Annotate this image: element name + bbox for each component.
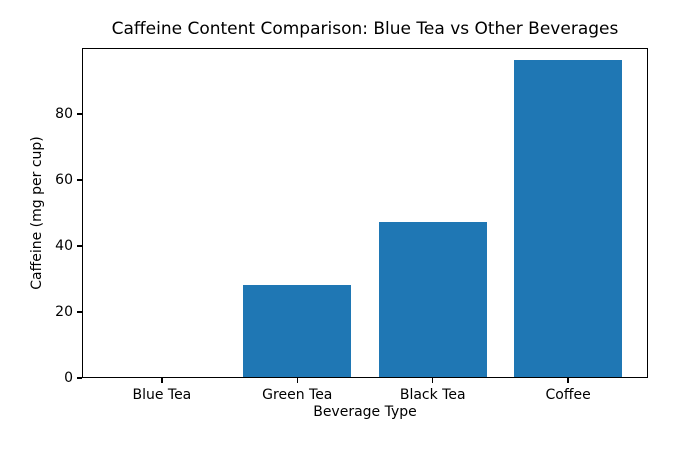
x-tick-mark bbox=[431, 378, 434, 383]
y-tick-mark bbox=[77, 113, 82, 115]
x-axis-label: Beverage Type bbox=[313, 404, 417, 420]
y-tick-label: 0 bbox=[64, 370, 73, 386]
bar-coffee bbox=[513, 60, 623, 377]
chart-title: Caffeine Content Comparison: Blue Tea vs… bbox=[111, 19, 619, 39]
x-tick-label: Black Tea bbox=[399, 387, 466, 403]
x-tick-label: Green Tea bbox=[262, 387, 333, 403]
x-tick-label: Coffee bbox=[545, 387, 591, 403]
bar-green-tea bbox=[243, 284, 352, 377]
y-tick-label: 60 bbox=[55, 172, 73, 188]
y-tick-label: 40 bbox=[55, 238, 73, 254]
y-axis-label: Caffeine (mg per cup) bbox=[29, 136, 45, 290]
y-tick-mark bbox=[77, 179, 82, 181]
y-tick-label: 80 bbox=[55, 106, 73, 122]
y-tick-mark bbox=[77, 311, 82, 313]
y-tick-mark bbox=[77, 377, 82, 379]
x-tick-mark bbox=[567, 378, 569, 383]
x-tick-mark bbox=[296, 378, 299, 383]
y-tick-label: 20 bbox=[55, 304, 73, 320]
x-tick-label: Blue Tea bbox=[132, 387, 192, 403]
x-tick-mark bbox=[161, 378, 163, 383]
y-tick-mark bbox=[77, 245, 82, 247]
bar-black-tea bbox=[378, 221, 487, 377]
plot-area bbox=[82, 48, 648, 378]
